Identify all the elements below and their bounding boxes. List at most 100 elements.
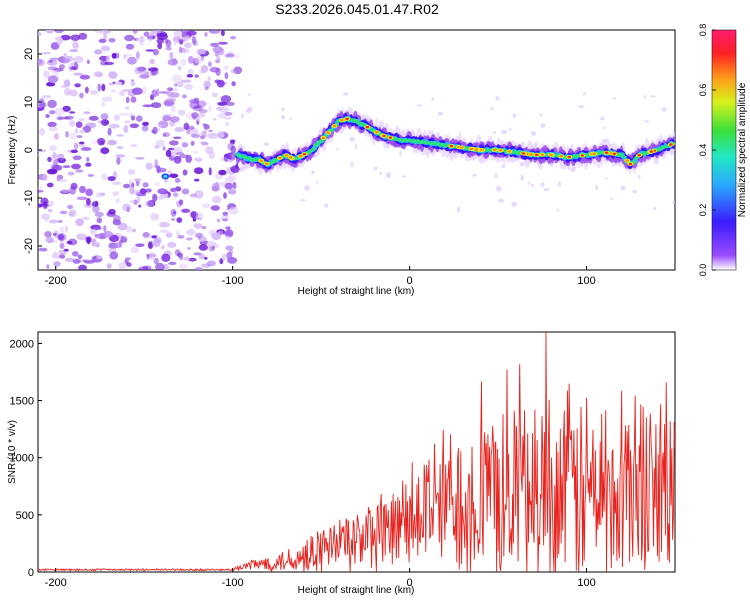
noise-blob [190, 211, 197, 219]
ridge-cell [632, 160, 637, 163]
noise-blob [195, 157, 203, 163]
noise-blob [179, 46, 183, 54]
noise-blob [520, 174, 524, 181]
ridge-cell [308, 149, 315, 152]
noise-blob [59, 210, 68, 215]
noise-blob [194, 190, 204, 199]
noise-blob [241, 113, 244, 119]
noise-blob [103, 120, 110, 125]
ridge-cell [660, 147, 665, 150]
noise-blob [54, 107, 65, 117]
noise-blob [183, 256, 190, 261]
noise-blob [214, 50, 220, 57]
noise-blob [111, 52, 117, 59]
noise-blob [231, 81, 236, 87]
noise-blob [115, 154, 126, 158]
noise-blob [86, 59, 90, 64]
noise-blob [56, 36, 64, 45]
noise-blob [167, 241, 177, 248]
noise-blob [472, 173, 477, 177]
noise-blob [76, 144, 86, 147]
noise-blob [131, 182, 135, 189]
noise-blob [81, 216, 90, 220]
snr-x-tick-label: -200 [45, 577, 67, 589]
spectrogram-x-label: Height of straight line (km) [298, 286, 415, 297]
snr-x-tick-label: -100 [222, 577, 244, 589]
ridge-cell [641, 153, 647, 156]
noise-blob [245, 108, 252, 113]
noise-blob [97, 137, 106, 145]
ridge-hotspot [388, 136, 393, 139]
noise-blob [198, 244, 209, 251]
noise-blob [196, 48, 207, 55]
noise-blob [174, 178, 181, 183]
snr-y-tick-label: 1500 [10, 396, 34, 408]
noise-blob [216, 79, 225, 88]
noise-blob [52, 68, 64, 72]
ridge-cell [307, 150, 313, 153]
snr-y-tick-label: 1000 [10, 453, 34, 465]
noise-blob [173, 30, 183, 38]
noise-blob [78, 32, 88, 40]
noise-blob [638, 174, 641, 180]
spectrogram-y-tick-label: -10 [23, 190, 35, 206]
noise-blob [373, 166, 378, 170]
noise-blob [204, 32, 208, 37]
noise-blob [605, 177, 608, 180]
ridge-hotspot [529, 153, 533, 156]
noise-blob [113, 114, 120, 121]
noise-blob [145, 162, 153, 170]
noise-blob [221, 253, 227, 261]
noise-blob [146, 254, 150, 260]
noise-blob [201, 263, 211, 268]
noise-blob [220, 215, 230, 220]
colorbar-label: Normalized spectral amplitude [737, 82, 748, 217]
noise-blob [230, 69, 238, 74]
colorbar-ticks: 0.0 0.2 0.4 0.6 0.8 [698, 24, 716, 276]
noise-blob [109, 123, 120, 129]
noise-blob [289, 117, 292, 121]
noise-blob [191, 36, 197, 45]
noise-blob [100, 147, 110, 155]
ridge-hotspot [493, 148, 497, 152]
noise-blob [170, 104, 176, 113]
noise-blob [123, 54, 132, 57]
noise-blob [52, 151, 56, 159]
noise-blob [60, 188, 71, 193]
noise-blob [493, 131, 497, 134]
noise-blob [39, 102, 47, 108]
noise-blob [69, 111, 76, 114]
noise-blob [180, 58, 187, 67]
noise-blob [169, 140, 179, 146]
ridge-hotspot [649, 150, 654, 153]
noise-blob [156, 33, 168, 41]
noise-blob [130, 144, 138, 147]
ridge-hotspot [604, 151, 609, 154]
noise-blob [85, 236, 92, 243]
ridge-cell [293, 158, 299, 161]
noise-blob [46, 264, 50, 269]
noise-blob [101, 173, 109, 180]
noise-blob [399, 150, 402, 157]
noise-blob [67, 204, 74, 210]
noise-blob [108, 208, 116, 215]
noise-blob [171, 218, 176, 221]
spectrogram-x-tick-label: 100 [577, 275, 595, 287]
noise-blob [95, 192, 103, 198]
spectrogram-x-tick-label: -100 [222, 275, 244, 287]
noise-blob [213, 243, 220, 249]
noise-blob [228, 189, 237, 195]
noise-blob [151, 89, 158, 98]
noise-blob [540, 182, 545, 188]
noise-blob [644, 94, 646, 100]
noise-blob [93, 241, 100, 246]
noise-blob [174, 126, 185, 133]
noise-blob [165, 149, 172, 157]
noise-blob [49, 69, 58, 73]
noise-blob [39, 127, 46, 136]
spectrogram-noise [38, 30, 675, 270]
noise-blob [206, 260, 216, 267]
noise-blob [200, 135, 205, 140]
noise-blob [557, 181, 562, 187]
noise-blob [211, 92, 219, 98]
